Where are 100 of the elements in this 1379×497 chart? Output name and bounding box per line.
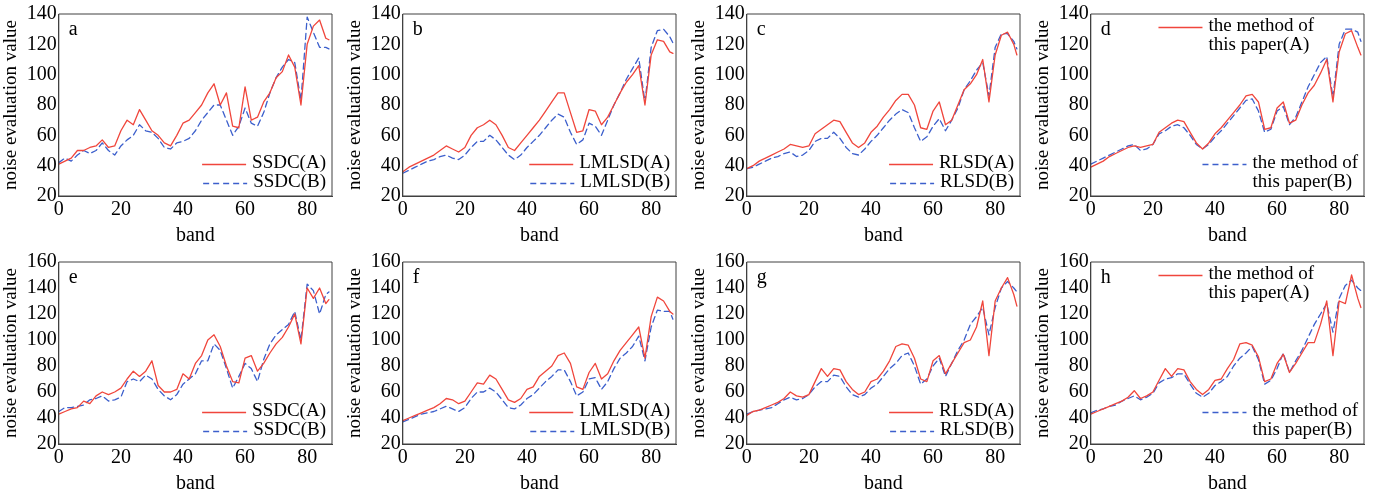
annotation: e	[68, 265, 78, 288]
y-tick-label: 100	[370, 327, 401, 350]
y-tick-label: 80	[36, 92, 57, 115]
y-tick-label: 80	[1068, 353, 1089, 376]
y-tick-label: 100	[714, 61, 745, 84]
legend-label: the method of this paper(B)	[1252, 151, 1359, 193]
legend-label: the method of this paper(B)	[1252, 399, 1359, 441]
y-tick-label: 60	[36, 122, 57, 145]
y-tick-label: 160	[714, 249, 745, 272]
y-tick-label: 60	[724, 379, 745, 402]
legend-label: the method of this paper(A)	[1208, 262, 1315, 304]
y-tick-label: 40	[724, 152, 745, 175]
y-tick-label: 160	[370, 249, 401, 272]
y-tick-label: 140	[1058, 275, 1089, 298]
annotation: f	[412, 265, 420, 288]
y-tick-label: 120	[1058, 31, 1089, 54]
y-tick-label: 120	[1058, 301, 1089, 324]
y-tick-label: 140	[714, 1, 745, 24]
annotation: g	[756, 265, 767, 289]
x-tick-label: 60	[579, 197, 600, 220]
y-tick-label: 100	[26, 61, 57, 84]
x-tick-label: 20	[1142, 445, 1163, 468]
x-tick-label: 40	[860, 197, 881, 220]
y-tick-label: 120	[26, 301, 57, 324]
y-tick-label: 60	[380, 379, 401, 402]
x-tick-label: 60	[1267, 445, 1288, 468]
y-tick-label: 100	[370, 61, 401, 84]
y-tick-label: 40	[36, 152, 57, 175]
annotation: a	[68, 17, 78, 40]
y-tick-label: 40	[380, 152, 401, 175]
x-tick-label: 80	[297, 445, 318, 468]
y-tick-label: 140	[1058, 1, 1089, 24]
y-tick-label: 40	[36, 405, 57, 428]
y-tick-label: 160	[26, 249, 57, 272]
annotation: b	[412, 17, 423, 40]
legend-label: RLSD(A)	[939, 151, 1015, 174]
legend-label: SSDC(A)	[252, 399, 326, 422]
y-tick-label: 80	[380, 353, 401, 376]
y-tick-label: 80	[380, 92, 401, 115]
y-axis-title: noise evaluation value	[687, 268, 709, 438]
x-tick-label: 20	[1142, 197, 1163, 220]
y-axis-title: noise evaluation value	[343, 20, 365, 190]
legend-label: RLSD(A)	[939, 399, 1015, 422]
y-tick-label: 40	[380, 405, 401, 428]
x-axis-title: band	[519, 471, 559, 494]
x-tick-label: 60	[235, 445, 256, 468]
x-tick-label: 20	[110, 197, 131, 220]
y-tick-label: 80	[1068, 92, 1089, 115]
x-axis-title: band	[519, 223, 559, 246]
x-axis-title: band	[175, 223, 215, 246]
x-tick-label: 60	[579, 445, 600, 468]
y-axis-title: noise evaluation value	[343, 268, 365, 438]
y-tick-label: 120	[714, 301, 745, 324]
y-axis-title: noise evaluation value	[687, 20, 709, 190]
annotation: h	[1100, 265, 1111, 288]
y-axis-title: noise evaluation value	[0, 20, 21, 190]
y-axis-title: noise evaluation value	[0, 268, 21, 438]
x-tick-label: 20	[798, 197, 819, 220]
y-tick-label: 120	[370, 31, 401, 54]
y-tick-label: 100	[1058, 327, 1089, 350]
x-tick-label: 80	[1329, 197, 1350, 220]
y-tick-label: 120	[26, 31, 57, 54]
x-tick-label: 60	[1267, 197, 1288, 220]
x-tick-label: 80	[985, 197, 1006, 220]
y-tick-label: 60	[1068, 122, 1089, 145]
x-tick-label: 20	[110, 445, 131, 468]
x-tick-label: 40	[516, 197, 537, 220]
y-axis-title: noise evaluation value	[1031, 20, 1053, 190]
y-tick-label: 80	[724, 92, 745, 115]
x-tick-label: 20	[798, 445, 819, 468]
x-axis-title: band	[863, 223, 903, 246]
legend-label: the method of this paper(A)	[1208, 14, 1315, 56]
x-tick-label: 60	[923, 197, 944, 220]
x-tick-label: 60	[235, 197, 256, 220]
x-axis-title: band	[863, 471, 903, 494]
y-tick-label: 140	[26, 1, 57, 24]
y-tick-label: 100	[1058, 61, 1089, 84]
y-tick-label: 100	[26, 327, 57, 350]
legend-label: SSDC(A)	[252, 151, 326, 174]
y-tick-label: 120	[714, 31, 745, 54]
x-tick-label: 20	[454, 445, 475, 468]
x-tick-label: 40	[172, 197, 193, 220]
y-tick-label: 140	[370, 275, 401, 298]
x-tick-label: 80	[297, 197, 318, 220]
x-tick-label: 40	[860, 445, 881, 468]
y-tick-label: 40	[724, 405, 745, 428]
x-tick-label: 80	[985, 445, 1006, 468]
y-tick-label: 60	[1068, 379, 1089, 402]
x-tick-label: 40	[1204, 445, 1225, 468]
y-tick-label: 140	[714, 275, 745, 298]
x-axis-title: band	[1207, 223, 1247, 246]
y-tick-label: 60	[36, 379, 57, 402]
x-tick-label: 80	[1329, 445, 1350, 468]
y-tick-label: 100	[714, 327, 745, 350]
x-tick-label: 80	[641, 445, 662, 468]
y-tick-label: 60	[724, 122, 745, 145]
legend-label: LMLSD(A)	[579, 151, 671, 174]
y-axis-title: noise evaluation value	[1031, 268, 1053, 438]
x-tick-label: 20	[454, 197, 475, 220]
y-tick-label: 40	[1068, 405, 1089, 428]
